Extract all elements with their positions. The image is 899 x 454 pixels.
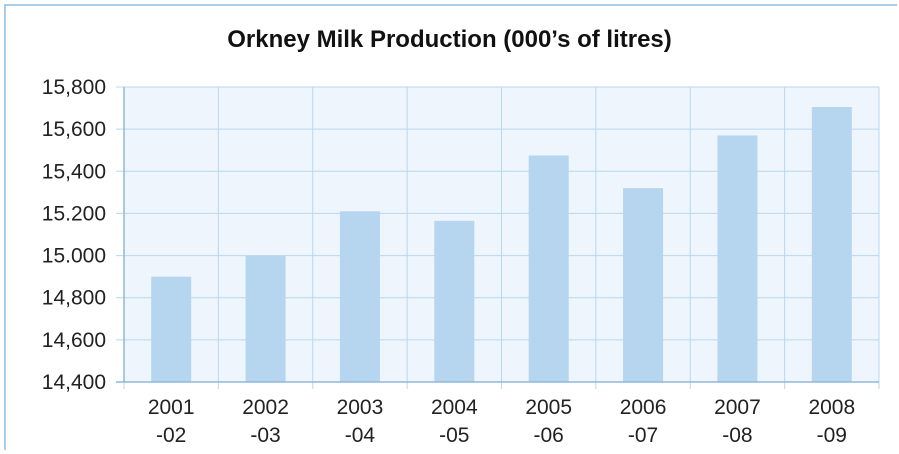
x-tick-label-year: 2002 [242, 396, 289, 419]
x-tick-label-suffix: -04 [345, 424, 376, 447]
bar-2003 [339, 211, 380, 382]
x-tick-label-suffix: -03 [250, 424, 280, 447]
bar-2006 [623, 188, 664, 382]
y-tick-label: 15.200 [42, 202, 106, 225]
x-tick-label-suffix: -05 [439, 424, 469, 447]
x-tick-label-year: 2004 [431, 396, 478, 419]
x-tick-label-suffix: -09 [817, 424, 847, 447]
y-tick-label: 15.000 [42, 245, 106, 268]
bar-2008 [811, 107, 852, 383]
x-tick-label-year: 2006 [620, 396, 667, 419]
x-tick-label-suffix: -08 [722, 424, 752, 447]
bar-2002 [245, 255, 286, 382]
chart-title: Orkney Milk Production (000’s of litres) [227, 26, 672, 53]
x-tick-label-year: 2003 [337, 396, 384, 419]
bar-2004 [434, 220, 475, 382]
y-tick-label: 15,600 [42, 118, 106, 141]
bar-2001 [151, 276, 192, 382]
y-tick-label: 14,400 [42, 371, 106, 394]
bar-2005 [528, 155, 569, 382]
y-tick-label: 14,800 [42, 287, 106, 310]
y-tick-label: 15,400 [42, 160, 106, 183]
x-tick-label-suffix: -07 [628, 424, 658, 447]
x-tick-label-suffix: -06 [534, 424, 564, 447]
x-tick-label-year: 2007 [714, 396, 761, 419]
y-tick-label: 14,600 [42, 329, 106, 352]
x-tick-label-year: 2001 [148, 396, 195, 419]
y-tick-label: 15,800 [42, 76, 106, 99]
bar-2007 [717, 135, 758, 382]
x-tick-label-suffix: -02 [156, 424, 186, 447]
x-tick-label-year: 2005 [525, 396, 572, 419]
x-tick-label-year: 2008 [808, 396, 855, 419]
